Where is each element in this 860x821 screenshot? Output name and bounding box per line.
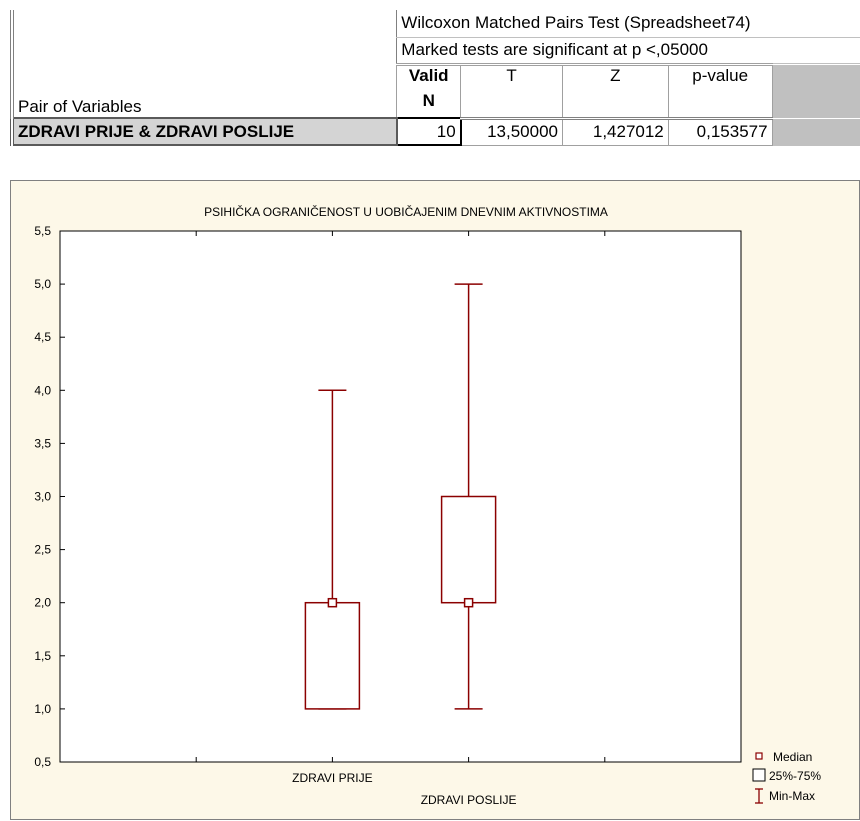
wilcoxon-table: Wilcoxon Matched Pairs Test (Spreadsheet… [10, 10, 860, 146]
box-plot-svg: PSIHIČKA OGRANIČENOST U UOBIČAJENIM DNEV… [34, 204, 821, 807]
results-spreadsheet: Wilcoxon Matched Pairs Test (Spreadsheet… [0, 0, 860, 160]
legend-box-label: 25%-75% [769, 769, 821, 783]
cell-valid-n[interactable]: 10 [395, 117, 462, 146]
column-header-p-value[interactable]: p-value [667, 62, 773, 118]
cell-p-value[interactable]: 0,153577 [667, 116, 773, 146]
column-header-empty [771, 62, 860, 118]
table-corner [10, 10, 397, 37]
plot-area [59, 230, 742, 763]
table-subtitle: Marked tests are significant at p <,0500… [396, 37, 860, 64]
iqr-box [440, 495, 497, 604]
table-row: ZDRAVI PRIJE & ZDRAVI POSLIJE 10 13,5000… [10, 116, 860, 146]
pair-of-variables-header: Pair of Variables [10, 64, 397, 118]
table-title: Wilcoxon Matched Pairs Test (Spreadsheet… [396, 10, 860, 38]
y-tick-label: 0,5 [34, 755, 51, 769]
y-tick-label: 4,5 [34, 330, 51, 344]
median-marker [327, 597, 338, 608]
cell-t[interactable]: 13,50000 [460, 116, 563, 146]
y-tick-label: 2,5 [34, 543, 51, 557]
column-header-valid-n-2: N [396, 91, 462, 118]
boxes: ZDRAVI PRIJE ZDRAVI POSLIJE [292, 283, 517, 807]
legend: Median 25%-75% Min-Max [752, 750, 821, 804]
legend-minmax-label: Min-Max [769, 789, 815, 803]
chart-title: PSIHIČKA OGRANIČENOST U UOBIČAJENIM DNEV… [204, 204, 608, 219]
x-category-label: ZDRAVI PRIJE [292, 771, 372, 785]
row-label[interactable]: ZDRAVI PRIJE & ZDRAVI POSLIJE [10, 117, 398, 146]
y-tick-label: 3,5 [34, 436, 51, 450]
column-header-z[interactable]: Z [561, 62, 669, 118]
y-tick-label: 3,0 [34, 490, 51, 504]
y-tick-label: 4,0 [34, 383, 51, 397]
y-tick-label: 1,5 [34, 649, 51, 663]
legend-median-icon [755, 752, 763, 760]
y-tick-label: 5,0 [34, 277, 51, 291]
x-category-label: ZDRAVI POSLIJE [421, 793, 517, 807]
box-plot-chart: PSIHIČKA OGRANIČENOST U UOBIČAJENIM DNEV… [10, 180, 860, 820]
column-header-t[interactable]: T [460, 62, 563, 118]
iqr-box [304, 601, 361, 710]
cell-empty [771, 116, 860, 146]
y-tick-label: 2,0 [34, 596, 51, 610]
y-tick-label: 1,0 [34, 702, 51, 716]
cell-z[interactable]: 1,427012 [561, 116, 669, 146]
column-header-valid-n[interactable]: Valid [396, 62, 462, 91]
y-tick-label: 5,5 [34, 224, 51, 238]
legend-median-label: Median [773, 750, 812, 764]
legend-box-icon [752, 768, 766, 782]
axes: 0,5 1,0 1,5 2,0 2,5 3,0 3,5 4,0 4,5 5,0 5,5 [34, 224, 742, 769]
median-marker [463, 597, 474, 608]
